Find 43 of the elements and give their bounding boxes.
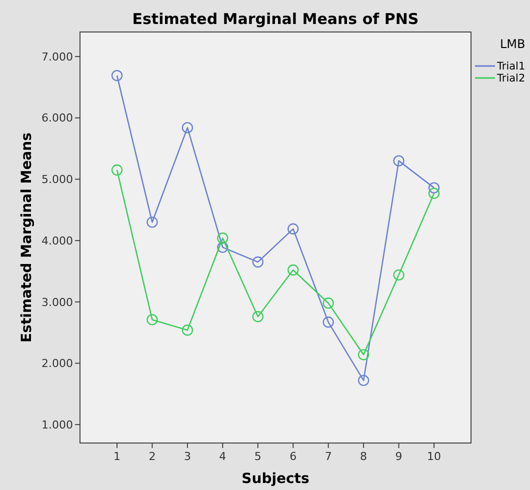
- point: [182, 122, 194, 134]
- point: [252, 311, 264, 322]
- point: [322, 298, 334, 309]
- legend-title: LMB: [500, 37, 526, 51]
- legend-label: Trial1: [496, 60, 526, 73]
- point: [146, 216, 158, 228]
- point: [358, 374, 370, 386]
- point: [393, 155, 404, 166]
- point: [428, 188, 440, 199]
- point: [428, 182, 440, 194]
- point: [288, 264, 299, 276]
- y-tick-label: 2.000: [42, 357, 73, 370]
- y-tick-label: 6.000: [42, 112, 73, 125]
- x-tick-label: 4: [219, 450, 226, 463]
- chart-title: Estimated Marginal Means of PNS: [132, 10, 419, 28]
- y-tick-label: 4.000: [42, 234, 73, 248]
- point: [217, 242, 228, 253]
- point: [111, 70, 123, 82]
- point: [288, 223, 299, 235]
- point: [146, 314, 158, 326]
- point: [217, 232, 228, 244]
- x-tick-label: 7: [324, 450, 332, 463]
- x-tick-label: 8: [360, 450, 368, 463]
- legend-label: Trial2: [496, 72, 526, 85]
- point: [393, 269, 404, 281]
- x-tick-label: 6: [290, 450, 297, 463]
- point: [111, 164, 123, 176]
- y-tick-label: 1.000: [42, 418, 73, 432]
- point: [252, 256, 264, 268]
- y-axis-title: Estimated Marginal Means: [19, 132, 35, 342]
- x-axis-title: Subjects: [242, 471, 310, 487]
- x-tick-label: 9: [395, 450, 402, 463]
- y-tick-label: 5.000: [42, 173, 73, 186]
- x-tick-label: 2: [148, 450, 156, 463]
- point: [322, 316, 334, 328]
- x-tick-label: 1: [114, 450, 120, 463]
- x-tick-label: 3: [184, 450, 191, 463]
- y-tick-label: 3.000: [42, 296, 73, 309]
- y-tick-label: 7.000: [42, 50, 73, 64]
- point: [182, 324, 194, 336]
- x-tick-label: 10: [427, 450, 441, 463]
- x-tick-label: 5: [254, 450, 262, 463]
- point: [358, 349, 370, 360]
